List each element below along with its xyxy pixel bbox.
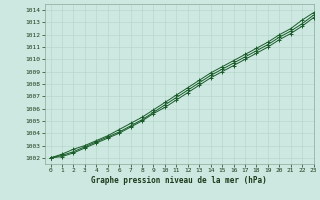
X-axis label: Graphe pression niveau de la mer (hPa): Graphe pression niveau de la mer (hPa) [91,176,267,185]
